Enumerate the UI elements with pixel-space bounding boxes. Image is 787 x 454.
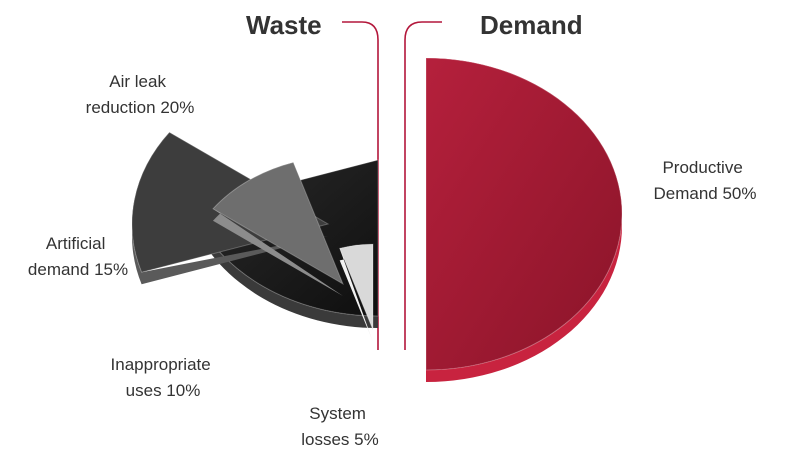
slice-inappropriate-uses (212, 161, 345, 296)
label-artificial-demand: Artificial demand 15% (28, 234, 128, 279)
slice-inappropriate-uses-top (212, 161, 345, 286)
label-productive-demand: Productive Demand 50% (653, 158, 756, 203)
label-system-losses: System losses 5% (301, 404, 378, 449)
label-air-leak-reduction: Air leak reduction 20% (86, 72, 195, 117)
waste-heading: Waste (246, 10, 322, 40)
slice-system-losses (339, 243, 374, 342)
demand-divider-line (404, 21, 442, 350)
pie-slices (131, 57, 623, 382)
label-inappropriate-uses: Inappropriate uses 10% (111, 355, 216, 400)
demand-heading: Demand (480, 10, 583, 40)
slice-system-losses-top (339, 243, 374, 331)
slice-productive-demand-top (425, 57, 623, 371)
waste-divider-line (342, 21, 379, 350)
slice-productive-demand (425, 57, 623, 382)
slice-inappropriate-uses-side (212, 162, 343, 296)
